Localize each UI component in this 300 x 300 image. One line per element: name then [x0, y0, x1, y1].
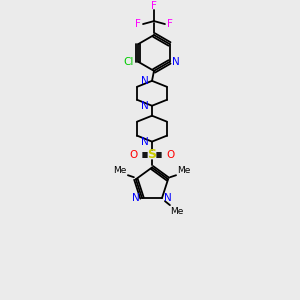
Text: O: O [167, 150, 175, 160]
Text: N: N [141, 76, 149, 86]
Text: Me: Me [113, 166, 127, 175]
Text: N: N [141, 101, 149, 111]
Text: N: N [141, 136, 149, 147]
Text: S: S [148, 148, 157, 161]
Text: F: F [151, 1, 157, 11]
Text: Me: Me [177, 166, 191, 175]
Text: N: N [164, 193, 172, 203]
Text: N: N [172, 57, 179, 67]
Text: N: N [132, 193, 140, 203]
Text: Me: Me [170, 207, 184, 216]
Text: F: F [167, 19, 173, 29]
Text: O: O [129, 150, 137, 160]
Text: Cl: Cl [123, 57, 134, 67]
Text: F: F [135, 19, 141, 29]
